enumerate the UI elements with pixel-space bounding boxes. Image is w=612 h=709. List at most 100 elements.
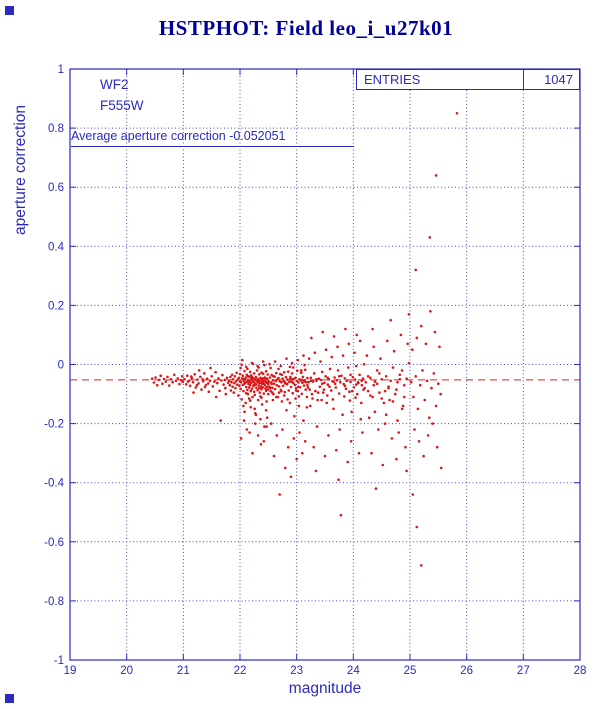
data-point — [389, 318, 393, 322]
data-point — [317, 377, 321, 381]
data-point — [271, 398, 275, 402]
data-point — [372, 383, 376, 387]
data-point — [254, 375, 258, 379]
data-point — [361, 377, 365, 381]
observation-labels: WF2 F555W — [100, 74, 144, 116]
data-point — [176, 377, 179, 380]
data-point — [275, 395, 278, 399]
data-point — [307, 380, 310, 384]
y-tick-label: 0 — [58, 360, 64, 372]
page-title: HSTPHOT: Field leo_i_u27k01 — [158, 16, 454, 40]
data-point — [245, 428, 249, 431]
data-point — [156, 383, 159, 387]
data-point — [332, 380, 335, 383]
data-point — [414, 268, 418, 272]
data-point — [324, 375, 327, 378]
data-point — [416, 407, 420, 411]
data-point — [232, 391, 236, 394]
data-point — [299, 371, 303, 375]
average-correction-text: Average aperture correction -0.052051 — [71, 129, 354, 147]
y-tick-label: -0.2 — [44, 419, 64, 431]
data-point — [239, 437, 243, 440]
data-point — [294, 389, 298, 392]
x-tick-label: 26 — [460, 665, 473, 677]
data-point — [311, 380, 315, 383]
data-point — [425, 379, 429, 383]
data-point — [200, 388, 203, 391]
data-point — [309, 404, 312, 408]
data-point — [421, 369, 424, 372]
data-point — [417, 440, 421, 443]
data-point — [414, 375, 418, 378]
data-point — [305, 406, 309, 409]
data-point — [247, 386, 251, 389]
data-point — [159, 374, 162, 378]
data-point — [246, 375, 250, 378]
data-point — [326, 376, 330, 380]
data-point — [237, 394, 240, 397]
data-point — [383, 422, 387, 425]
y-tick-label: -0.6 — [44, 537, 64, 549]
data-point — [439, 392, 442, 396]
data-point — [357, 451, 361, 455]
x-tick-label: 24 — [347, 665, 360, 677]
data-point — [320, 398, 323, 402]
data-point — [356, 380, 360, 384]
data-point — [306, 383, 309, 387]
data-point — [428, 236, 432, 239]
data-point — [431, 422, 435, 425]
data-point — [238, 384, 241, 388]
data-point — [254, 383, 258, 386]
data-point — [252, 390, 256, 394]
entries-value: 1047 — [523, 70, 579, 89]
data-point — [286, 445, 290, 449]
data-point — [360, 383, 364, 387]
data-point — [316, 391, 320, 394]
data-point — [286, 398, 289, 401]
data-point — [235, 371, 238, 375]
data-point — [248, 370, 252, 374]
data-point — [214, 395, 218, 399]
data-point — [354, 364, 358, 368]
data-point — [256, 377, 260, 381]
data-point — [240, 363, 243, 367]
data-point — [437, 382, 440, 386]
data-point — [249, 389, 253, 393]
data-point — [259, 417, 262, 421]
data-point — [430, 386, 433, 390]
data-point — [242, 419, 246, 422]
data-point — [273, 387, 277, 391]
data-point — [238, 372, 242, 376]
data-point — [162, 377, 166, 381]
filter-label: F555W — [100, 98, 144, 113]
data-point — [246, 388, 249, 392]
data-point — [352, 386, 356, 389]
data-point — [300, 392, 304, 396]
data-point — [197, 369, 201, 372]
data-point — [240, 398, 243, 401]
data-point — [243, 369, 246, 373]
data-point — [161, 382, 164, 386]
data-point — [178, 382, 181, 386]
data-point — [354, 383, 358, 386]
data-point — [209, 366, 212, 370]
y-tick-label: 1 — [58, 64, 64, 76]
data-point — [294, 376, 297, 380]
data-point — [314, 469, 318, 473]
data-point — [324, 348, 328, 352]
data-point — [377, 428, 380, 431]
data-point — [243, 381, 247, 385]
data-point — [322, 388, 326, 391]
data-point — [321, 330, 325, 334]
data-point — [344, 327, 347, 331]
data-point — [154, 376, 157, 379]
data-point — [271, 378, 275, 382]
data-point — [315, 425, 319, 428]
data-point — [265, 416, 269, 420]
data-point — [383, 389, 387, 393]
data-point — [246, 367, 249, 371]
data-point — [277, 391, 281, 394]
data-point — [432, 372, 436, 375]
data-point — [290, 372, 294, 375]
data-point — [387, 385, 390, 389]
